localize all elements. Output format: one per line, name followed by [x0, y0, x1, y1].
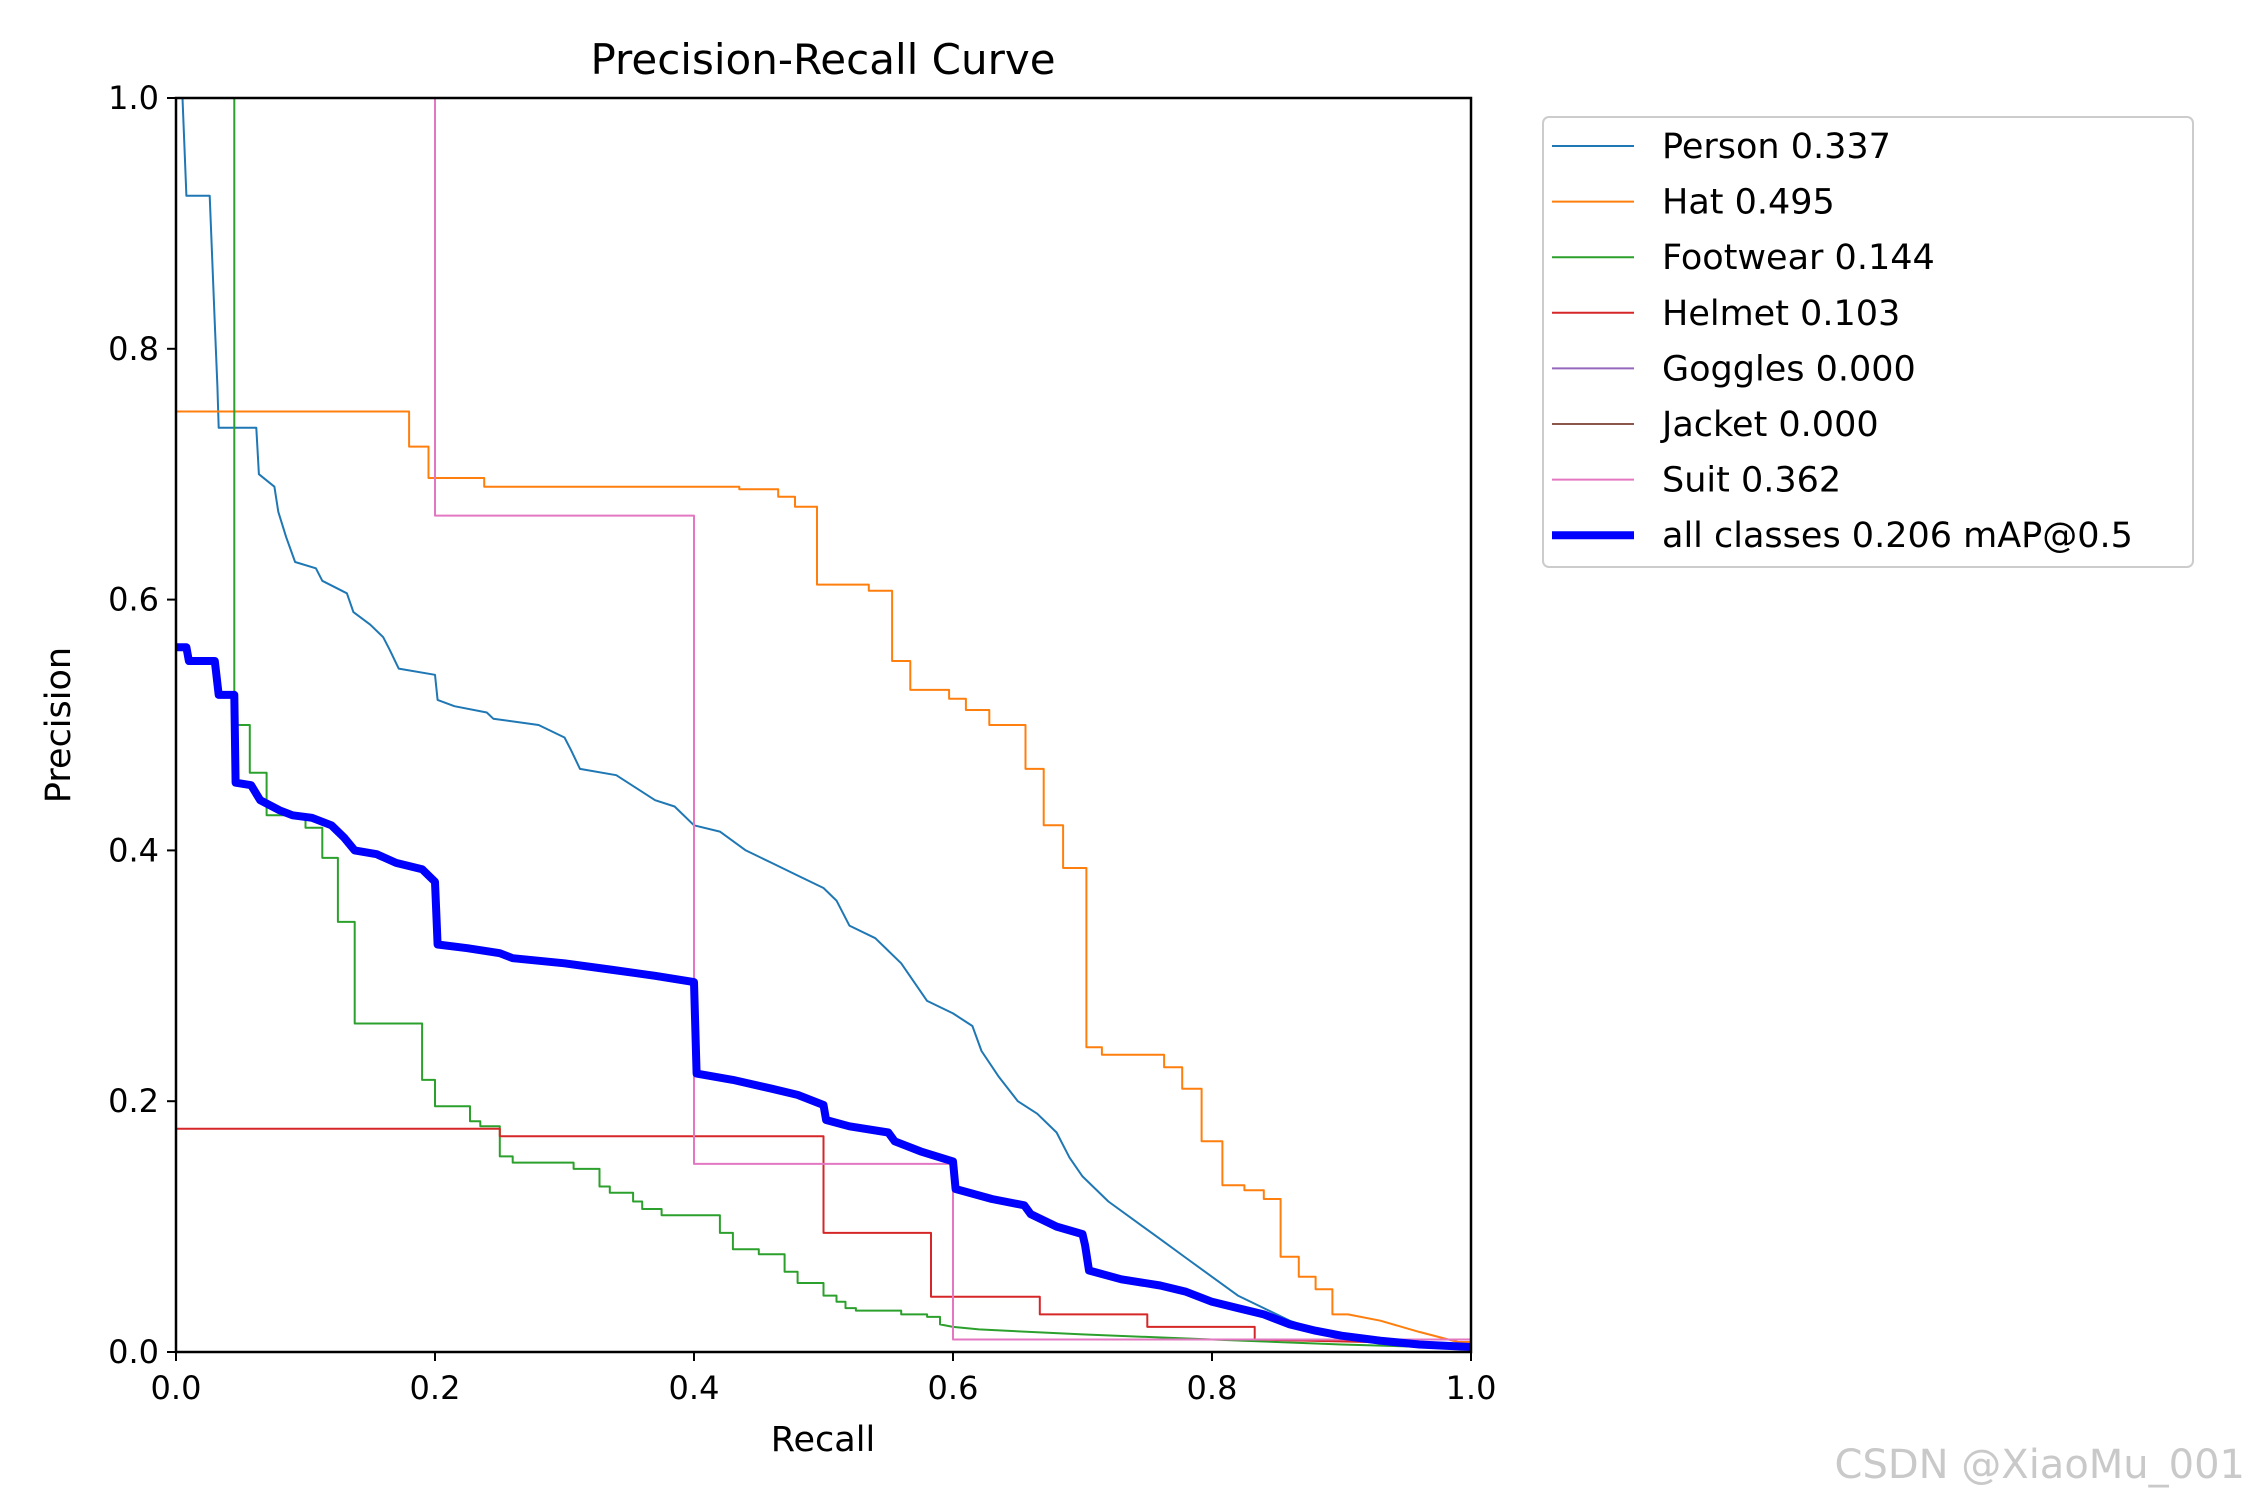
x-tick-label: 0.0: [151, 1369, 202, 1407]
legend-label: Footwear 0.144: [1662, 238, 1935, 278]
x-tick-label: 1.0: [1446, 1369, 1497, 1407]
legend-label: Goggles 0.000: [1662, 349, 1916, 389]
series-line-suit: [434, 98, 1471, 1341]
x-tick-label: 0.4: [669, 1369, 720, 1407]
legend-label: Helmet 0.103: [1662, 294, 1900, 334]
x-tick-label: 0.6: [928, 1369, 979, 1407]
plot-frame: [174, 96, 1473, 1354]
series-line-all-classes: [176, 643, 1471, 1351]
y-axis-label: Precision: [39, 647, 79, 803]
watermark: CSDN @XiaoMu_001: [1835, 1442, 2245, 1488]
y-tick-label: 0.4: [108, 831, 159, 869]
series-line-hat: [176, 410, 1471, 1343]
legend-label: Hat 0.495: [1662, 183, 1835, 223]
y-tick-label: 1.0: [108, 79, 159, 117]
y-tick-label: 0.8: [108, 330, 159, 368]
series-line-helmet: [176, 1127, 1471, 1347]
legend: Person 0.337 Hat 0.495 Footwear 0.144 Helme…: [1542, 116, 2194, 568]
x-tick-label: 0.8: [1187, 1369, 1238, 1407]
y-tick-label: 0.0: [108, 1333, 159, 1371]
y-tick-label: 0.2: [108, 1082, 159, 1120]
series-line-footwear: [233, 98, 1471, 1350]
legend-label: Jacket 0.000: [1660, 405, 1879, 445]
chart-title: Precision-Recall Curve: [590, 35, 1055, 84]
series-line-person: [181, 97, 1471, 1350]
x-tick-label: 0.2: [410, 1369, 461, 1407]
x-axis-label: Recall: [771, 1420, 875, 1460]
legend-label: Suit 0.362: [1662, 461, 1841, 501]
legend-label: all classes 0.206 mAP@0.5: [1662, 516, 2133, 556]
legend-label: Person 0.337: [1662, 127, 1891, 167]
y-tick-label: 0.6: [108, 581, 159, 619]
legend-frame: [1542, 116, 2194, 568]
